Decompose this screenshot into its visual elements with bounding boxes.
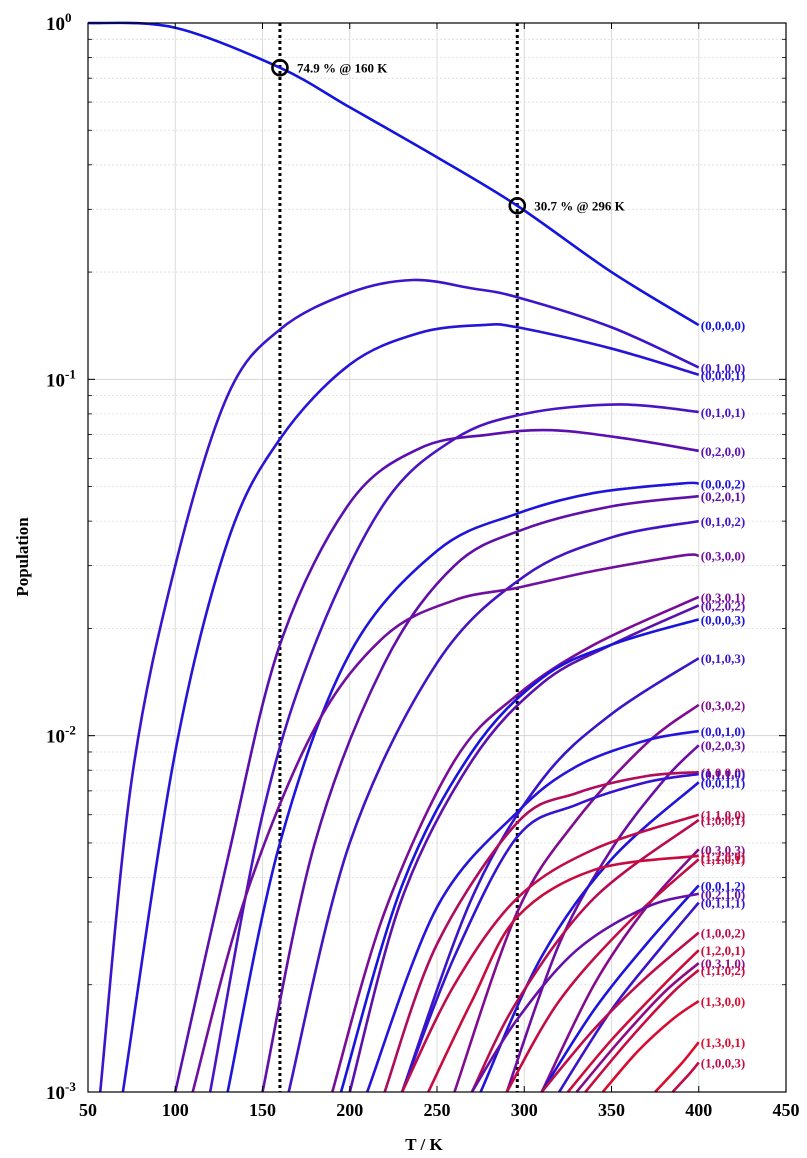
x-tick-label: 100 <box>162 1100 189 1120</box>
marker-points: 74.9 % @ 160 K 30.7 % @ 296 K <box>271 58 626 215</box>
series-line <box>601 999 700 1093</box>
series-label: (1,3,0,1) <box>701 1035 745 1050</box>
series-line <box>400 813 700 1093</box>
series-line <box>400 657 700 1093</box>
series-lines <box>87 21 700 1093</box>
series-line <box>575 962 700 1093</box>
series-line <box>208 403 699 1093</box>
series-line <box>540 848 700 1093</box>
marker-label: 74.9 % @ 160 K <box>297 61 388 76</box>
series-label: (0,1,0,3) <box>701 651 745 666</box>
series-label: (0,0,1,1) <box>701 775 745 790</box>
series-line <box>558 901 700 1093</box>
x-tick-label: 150 <box>249 1100 276 1120</box>
series-line <box>87 21 700 327</box>
series-label: (1,2,0,0) <box>701 849 745 864</box>
series-label: (0,1,0,0) <box>701 360 745 375</box>
series-line <box>226 481 699 1093</box>
series-line <box>287 519 699 1093</box>
series-label: (1,0,0,0) <box>701 765 745 780</box>
x-axis-label: T / K <box>405 1135 443 1154</box>
series-label: (1,1,0,1) <box>701 852 745 867</box>
series-labels: (0,0,0,0) (0,1,0,0)(0,0,0,1) (0,1,0,1) (0,2… <box>701 318 745 1070</box>
series-line <box>191 553 699 1093</box>
series-line <box>365 729 699 1093</box>
series-line <box>470 818 700 1093</box>
x-tick-label: 350 <box>598 1100 625 1120</box>
series-label: (0,3,0,1) <box>701 590 745 605</box>
series-label: (0,0,1,0) <box>701 724 745 739</box>
series-label: (0,0,0,1) <box>701 368 745 383</box>
series-label: (0,0,1,2) <box>701 878 745 893</box>
series-line <box>540 884 700 1093</box>
x-tick-label: 50 <box>79 1100 97 1120</box>
series-line <box>261 494 699 1093</box>
series-line <box>400 772 699 1093</box>
y-tick-label: 10-1 <box>46 366 76 391</box>
series-label: (0,1,1,1) <box>701 896 745 911</box>
series-label: (1,3,0,0) <box>701 994 745 1009</box>
series-label: (0,2,0,2) <box>701 598 745 613</box>
marker-circle <box>508 196 527 215</box>
series-label: (0,2,0,0) <box>701 444 745 459</box>
series-line <box>505 744 700 1093</box>
series-line <box>654 1041 700 1093</box>
series-label: (0,1,1,0) <box>701 767 745 782</box>
series-label: (0,3,0,0) <box>701 549 745 564</box>
series-line <box>671 1061 700 1093</box>
series-label: (0,1,0,2) <box>701 514 745 529</box>
series-label: (1,0,0,3) <box>701 1056 745 1071</box>
series-label: (0,1,0,1) <box>701 405 745 420</box>
series-line <box>173 428 699 1093</box>
series-label: (0,3,1,0) <box>701 956 745 971</box>
series-label: (1,0,0,2) <box>701 926 745 941</box>
series-label: (1,1,0,2) <box>701 963 745 978</box>
series-line <box>470 892 700 1093</box>
series-label: (0,0,0,3) <box>701 612 745 627</box>
series-line <box>427 854 699 1093</box>
series-label: (1,0,0,1) <box>701 813 745 828</box>
series-line <box>331 595 700 1093</box>
series-line <box>566 949 700 1093</box>
series-line <box>584 968 700 1093</box>
x-tick-label: 200 <box>336 1100 363 1120</box>
y-tick-label: 100 <box>46 10 72 35</box>
series-line <box>383 770 699 1093</box>
x-tick-label: 250 <box>424 1100 451 1120</box>
series-line <box>121 323 700 1093</box>
series-line <box>453 703 700 1093</box>
series-line <box>505 858 700 1093</box>
series-label: (0,2,0,3) <box>701 738 745 753</box>
series-label: (0,2,0,1) <box>701 489 745 504</box>
series-line <box>98 278 700 1093</box>
y-axis-label: Population <box>13 517 32 597</box>
y-tick-label: 10-2 <box>46 723 76 748</box>
series-line <box>339 618 700 1093</box>
series-label: (0,0,0,2) <box>701 477 745 492</box>
axes: 50 100 150 200 250 300 350 400 450 10-3 10-2 10-1 10… <box>46 10 800 1120</box>
x-tick-label: 450 <box>773 1100 800 1120</box>
x-tick-label: 400 <box>685 1100 712 1120</box>
series-label: (0,0,0,0) <box>701 318 745 333</box>
marker-circle <box>271 58 289 77</box>
series-label: (0,2,1,0) <box>701 887 745 902</box>
series-label: (1,2,0,1) <box>701 943 745 958</box>
marker-label: 30.7 % @ 296 K <box>534 199 625 214</box>
series-label: (0,3,0,3) <box>701 842 745 857</box>
series-line <box>540 931 700 1093</box>
x-tick-label: 300 <box>511 1100 538 1120</box>
series-label: (1,1,0,0) <box>701 808 745 823</box>
y-tick-label: 10-3 <box>46 1079 76 1104</box>
series-label: (0,3,0,2) <box>701 698 745 713</box>
